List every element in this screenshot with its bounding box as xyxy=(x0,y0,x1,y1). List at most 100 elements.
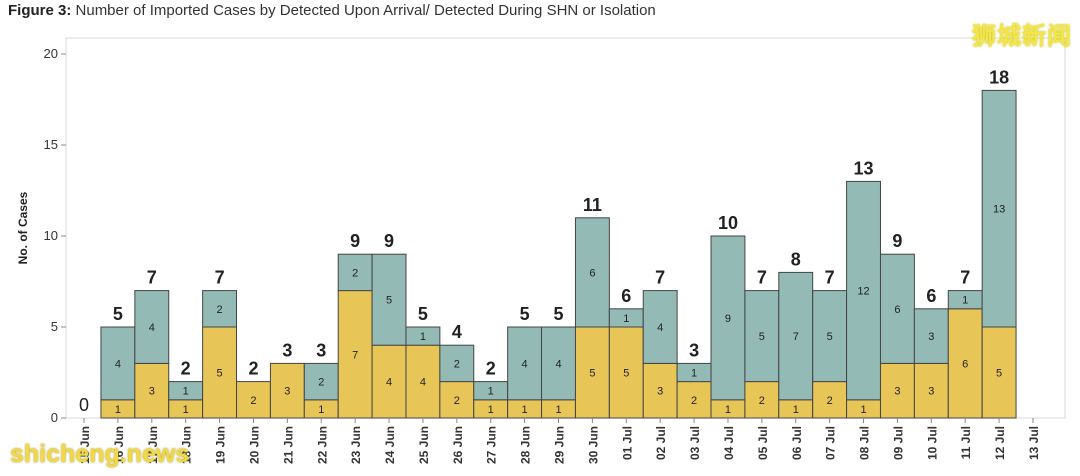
bar-shn xyxy=(439,344,475,383)
bar-arrival-label: 5 xyxy=(996,368,1002,380)
bar-total-label: 5 xyxy=(520,304,530,324)
bar-total-label: 2 xyxy=(181,359,191,379)
figure-caption: Number of Imported Cases by Detected Upo… xyxy=(75,2,656,19)
bar-arrival xyxy=(236,381,271,419)
bar-shn-label: 4 xyxy=(555,358,561,370)
x-tick-label: 18 Jun xyxy=(180,426,194,464)
bar-shn-label: 6 xyxy=(894,304,900,316)
bar-total-label: 10 xyxy=(718,213,738,233)
bar-shn xyxy=(541,326,576,401)
bar-total-label: 7 xyxy=(960,268,970,288)
bar-shn xyxy=(134,290,170,364)
figure-label: Figure 3: xyxy=(8,2,72,19)
bar-shn-label: 4 xyxy=(657,322,663,334)
x-tick-label: 17 Jun xyxy=(146,426,160,464)
bar-arrival-label: 2 xyxy=(759,395,765,407)
x-tick-label: 25 Jun xyxy=(417,426,431,464)
bar-shn-label: 5 xyxy=(386,295,392,307)
bar-shn-label: 2 xyxy=(352,267,358,279)
bar-shn-label: 4 xyxy=(522,358,528,370)
bar-shn xyxy=(202,290,238,328)
bar-shn xyxy=(405,326,441,346)
bar-arrival-label: 4 xyxy=(386,377,392,389)
x-tick-label: 19 Jun xyxy=(214,426,228,464)
bar-shn xyxy=(642,290,678,364)
x-tick-label: 26 Jun xyxy=(451,426,465,464)
bar-total-label: 7 xyxy=(147,268,157,288)
bar-total-label: 5 xyxy=(113,304,123,324)
bar-shn xyxy=(981,89,1017,328)
bar-arrival-label: 2 xyxy=(691,395,697,407)
y-tick-label: 0 xyxy=(51,410,58,425)
bar-shn xyxy=(507,326,543,401)
bar-arrival xyxy=(439,381,475,419)
bar-shn-label: 9 xyxy=(725,313,731,325)
bar-total-label: 7 xyxy=(825,268,835,288)
y-tick-label: 10 xyxy=(44,228,58,243)
bar-arrival-label: 1 xyxy=(183,404,189,416)
bar-total-label: 7 xyxy=(757,268,767,288)
bar-shn-label: 5 xyxy=(827,331,833,343)
bar-total-label: 9 xyxy=(350,231,360,251)
bar-total-label: 5 xyxy=(418,304,428,324)
watermark-site: shicheng.news xyxy=(10,440,190,468)
x-tick-label: 20 Jun xyxy=(247,426,261,464)
x-tick-label: 06 Jul xyxy=(790,426,804,460)
x-tick-label: 16 Jun xyxy=(112,426,126,464)
bar-arrival-label: 1 xyxy=(522,404,528,416)
bar-total-label: 9 xyxy=(892,231,902,251)
bar-arrival xyxy=(879,362,915,419)
x-tick-label: 09 Jul xyxy=(891,426,905,460)
bar-shn-label: 1 xyxy=(623,313,629,325)
bar-shn-label: 1 xyxy=(420,331,426,343)
bar-shn-label: 2 xyxy=(318,377,324,389)
x-tick-label: 03 Jul xyxy=(688,426,702,460)
bar-total-label: 9 xyxy=(384,231,394,251)
bar-total-label: 3 xyxy=(282,340,292,360)
bar-shn-label: 12 xyxy=(857,286,869,298)
bar-shn-label: 1 xyxy=(183,386,189,398)
bar-shn-label: 7 xyxy=(793,331,799,343)
bar-total-label: 0 xyxy=(79,395,89,415)
bar-shn xyxy=(879,253,915,364)
bar-total-label: 18 xyxy=(989,67,1009,87)
x-tick-label: 04 Jul xyxy=(722,426,736,460)
x-tick-label: 29 Jun xyxy=(553,426,567,464)
bar-total-label: 13 xyxy=(854,158,874,178)
bar-arrival-label: 7 xyxy=(352,349,358,361)
figure-title: Figure 3: Number of Imported Cases by De… xyxy=(8,2,656,19)
bar-arrival-label: 1 xyxy=(318,404,324,416)
bar-arrival-label: 5 xyxy=(589,368,595,380)
y-axis-label: No. of Cases xyxy=(16,191,30,264)
bar-arrival-label: 5 xyxy=(217,368,223,380)
bar-total-label: 7 xyxy=(215,268,225,288)
bar-arrival-label: 3 xyxy=(894,386,900,398)
bar-shn xyxy=(744,290,780,383)
bar-arrival-label: 3 xyxy=(149,386,155,398)
x-tick-label: 21 Jun xyxy=(281,426,295,464)
x-tick-label: 24 Jun xyxy=(383,426,397,464)
bar-total-label: 4 xyxy=(452,322,462,342)
x-tick-label: 12 Jul xyxy=(993,426,1007,460)
watermark-chinese: 狮城新闻 xyxy=(972,23,1072,50)
bar-arrival xyxy=(812,381,848,419)
bar-arrival-label: 2 xyxy=(250,395,256,407)
bar-arrival-label: 1 xyxy=(555,404,561,416)
x-tick-label: 11 Jul xyxy=(959,426,973,459)
x-tick-label: 08 Jul xyxy=(858,426,872,460)
x-tick-label: 02 Jul xyxy=(654,426,668,460)
y-tick-label: 5 xyxy=(51,319,58,334)
x-tick-label: 22 Jun xyxy=(315,426,329,464)
bar-total-label: 6 xyxy=(621,286,631,306)
bar-shn xyxy=(913,308,949,364)
bar-total-label: 11 xyxy=(583,195,602,215)
x-tick-label: 15 Jun xyxy=(78,426,92,464)
bar-arrival xyxy=(269,362,305,419)
bar-shn-label: 6 xyxy=(589,267,595,279)
x-tick-label: 05 Jul xyxy=(756,426,770,460)
x-tick-label: 23 Jun xyxy=(349,426,363,464)
bar-shn-label: 1 xyxy=(691,368,697,380)
x-tick-label: 07 Jul xyxy=(824,426,838,460)
bar-arrival xyxy=(202,326,238,419)
